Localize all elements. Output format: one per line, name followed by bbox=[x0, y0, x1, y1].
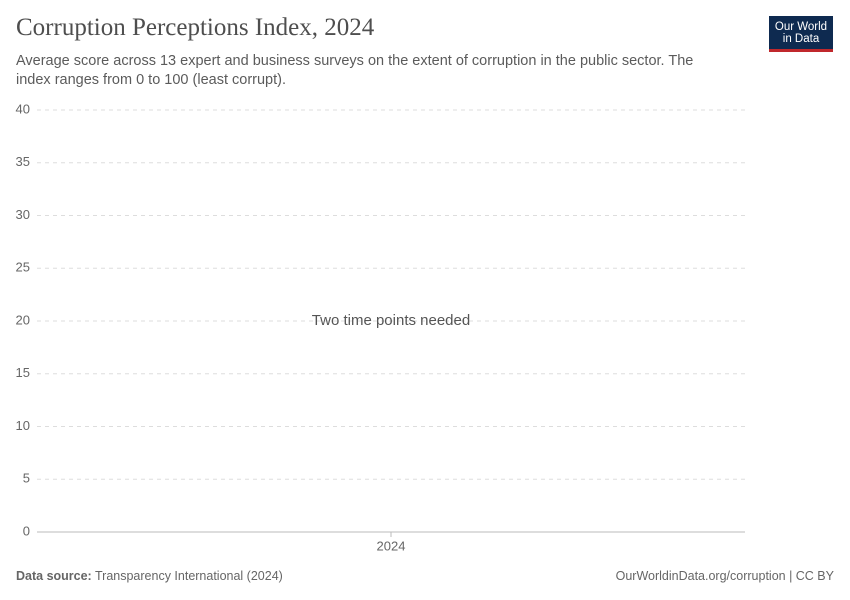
y-tick-label: 30 bbox=[16, 207, 30, 222]
y-tick-label: 20 bbox=[16, 312, 30, 327]
source-label: Data source: bbox=[16, 569, 92, 583]
logo-line: in Data bbox=[782, 33, 820, 45]
y-tick-label: 40 bbox=[16, 101, 30, 116]
y-tick-label: 10 bbox=[16, 418, 30, 433]
y-tick-label: 0 bbox=[23, 523, 30, 538]
y-tick-label: 5 bbox=[23, 471, 30, 486]
link[interactable]: OurWorldinData.org/corruption | CC BY bbox=[615, 569, 834, 583]
x-tick-label: 2024 bbox=[377, 538, 406, 553]
source-text: Transparency International (2024) bbox=[94, 569, 283, 583]
y-tick-label: 15 bbox=[16, 365, 30, 380]
y-tick-label: 35 bbox=[16, 154, 30, 169]
annotation: Two time points needed bbox=[312, 312, 470, 329]
source: Data source: Transparency International … bbox=[16, 569, 283, 583]
y-tick-label: 25 bbox=[16, 260, 30, 275]
chart-subtitle: Average score across 13 expert and busin… bbox=[16, 53, 694, 88]
logo-line: Our World bbox=[774, 21, 828, 33]
logo[interactable]: Our World in Data bbox=[769, 16, 833, 52]
chart-title: Corruption Perceptions Index, 2024 bbox=[16, 14, 375, 41]
